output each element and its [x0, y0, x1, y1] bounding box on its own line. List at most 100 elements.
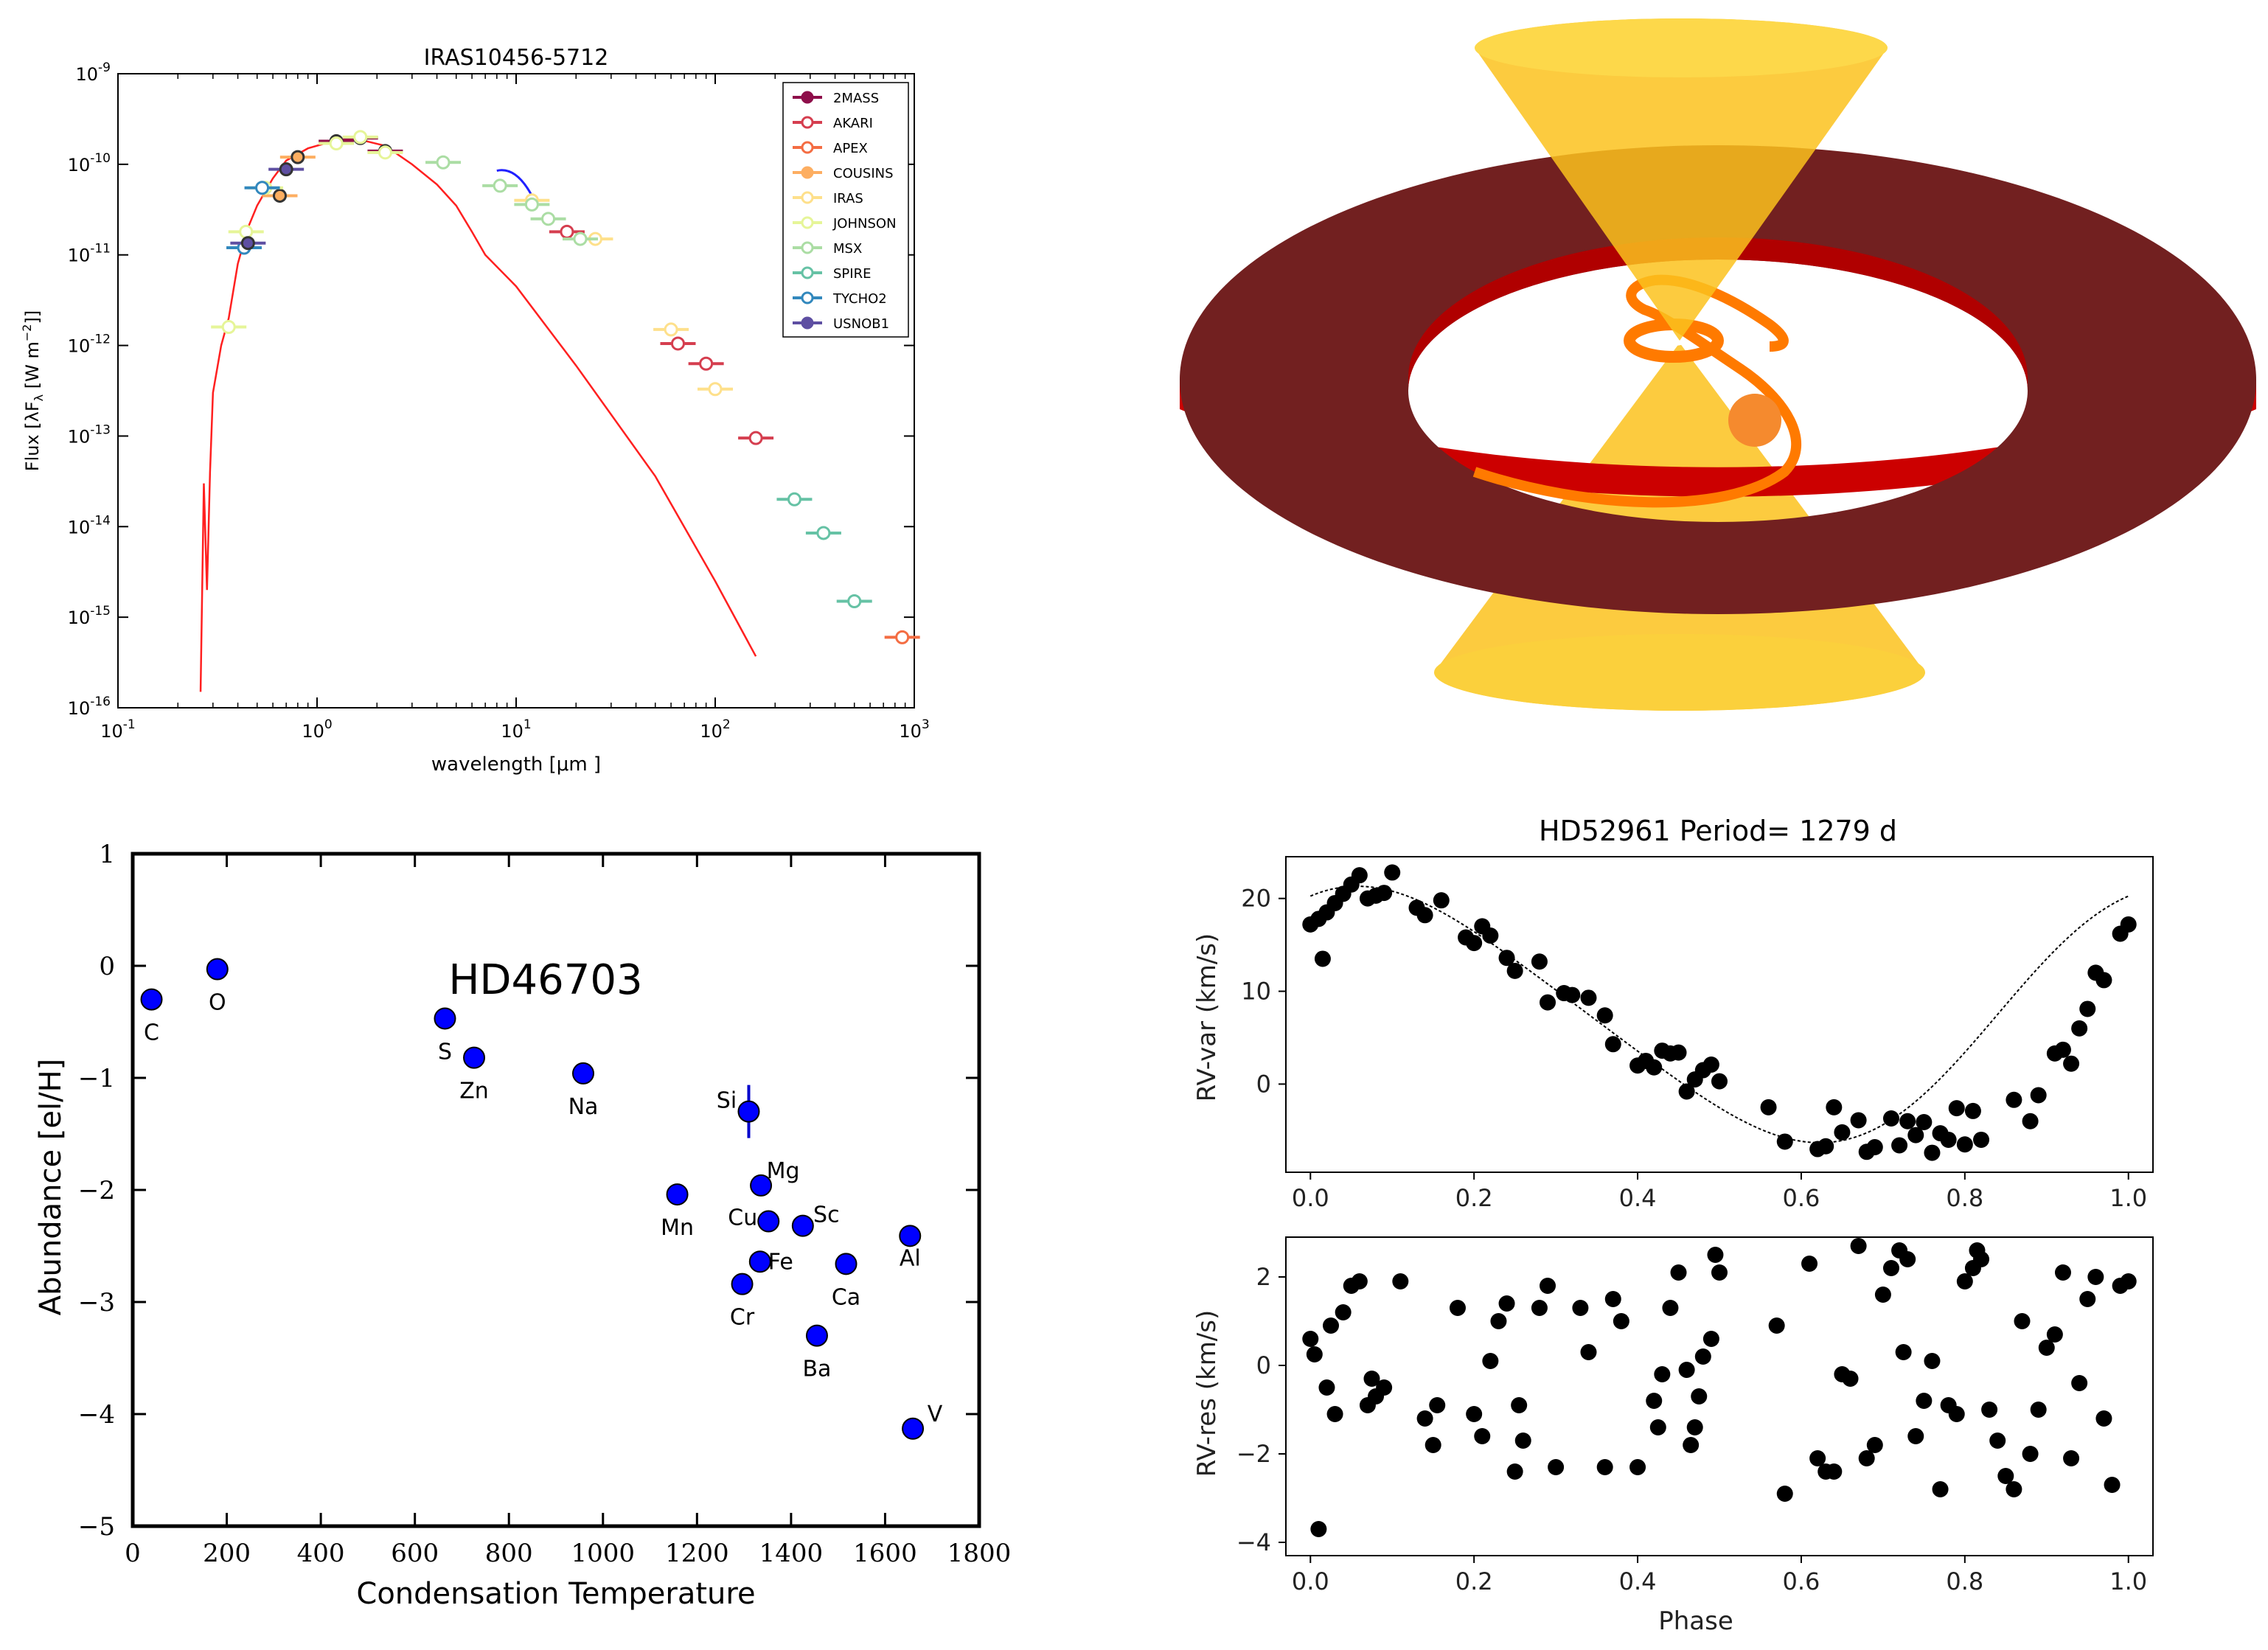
- sed-legend-label: 2MASS: [833, 91, 879, 106]
- abund-xtick-label: 1400: [759, 1539, 824, 1568]
- rv-bottom-point: [1707, 1247, 1724, 1263]
- rv-top-point: [1973, 1131, 1990, 1148]
- abund-ytick-label: −3: [78, 1288, 115, 1317]
- rv-bottom-point: [1540, 1278, 1556, 1294]
- rv-bottom-point: [1310, 1521, 1327, 1537]
- sed-legend-marker: [801, 241, 814, 254]
- rv-chart: HD52961 Period= 1279 d 0.0 0.0 0.2 0.2 0.4 0.…: [1192, 815, 2154, 1636]
- rv-top-xtick-label: 0.4: [1619, 1184, 1657, 1212]
- rv-bottom-point: [1474, 1428, 1491, 1444]
- rv-bottom-point: [1858, 1450, 1875, 1466]
- sed-legend-marker: [801, 216, 814, 229]
- rv-bottom-point: [1363, 1371, 1380, 1387]
- abund-point-label: Ca: [832, 1284, 860, 1310]
- rv-bottom-point: [2095, 1410, 2112, 1427]
- rv-top-point: [1604, 1036, 1621, 1053]
- rv-bottom-ytick-label: −4: [1236, 1528, 1271, 1556]
- rv-top-xtick-label: 0.0: [1292, 1184, 1329, 1212]
- rv-top-point: [1482, 927, 1499, 944]
- abund-point: [902, 1417, 925, 1440]
- rv-top-point: [1670, 1044, 1687, 1061]
- rv-bottom-point: [1768, 1317, 1785, 1334]
- rv-bottom-point: [1997, 1468, 2014, 1484]
- sed-legend-marker: [801, 166, 814, 179]
- sed-ytick-label: 10-10: [68, 151, 111, 175]
- rv-top-point: [1817, 1138, 1834, 1155]
- rv-bottom-point: [2071, 1375, 2088, 1391]
- sed-point: [493, 178, 507, 193]
- abund-point-label: Ba: [802, 1357, 831, 1382]
- rv-top-point: [2063, 1055, 2080, 1072]
- central-star: [1660, 335, 1687, 346]
- rv-bottom-point: [2022, 1446, 2039, 1462]
- abund-xtick-label: 600: [391, 1539, 439, 1568]
- rv-top-point: [1891, 1137, 1908, 1154]
- abund-point-label: Mg: [767, 1158, 800, 1184]
- rv-top-point: [1506, 962, 1523, 979]
- abund-point: [737, 1100, 760, 1123]
- abund-xtick-label: 1000: [571, 1539, 636, 1568]
- rv-bottom-point: [1956, 1273, 1973, 1289]
- abund-ytick-label: −1: [78, 1064, 115, 1093]
- rv-top-point: [1580, 989, 1597, 1006]
- sed-point: [708, 382, 723, 397]
- rv-top-point: [1531, 953, 1548, 970]
- abund-xtick-label: 0: [125, 1539, 141, 1568]
- rv-top-ytick-label: 10: [1241, 978, 1271, 1006]
- sed-xtick-label: 101: [501, 717, 531, 742]
- rv-bottom-point: [1629, 1459, 1646, 1475]
- rv-top-point: [1866, 1139, 1883, 1156]
- rv-top-point: [1564, 986, 1581, 1003]
- sed-legend-label: AKARI: [833, 116, 873, 131]
- rv-bottom-point: [1916, 1393, 1933, 1409]
- accretion-stream: [1472, 274, 1802, 508]
- rv-top-point: [1416, 907, 1433, 924]
- rv-top-point: [1384, 864, 1401, 881]
- abund-point-label: O: [209, 990, 226, 1016]
- rv-top-ylabel: RV-var (km/s): [1192, 933, 1222, 1102]
- rv-top-ytick-label: 0: [1256, 1070, 1271, 1098]
- rv-bottom-point: [1776, 1486, 1793, 1502]
- sed-legend-label: JOHNSON: [832, 216, 897, 232]
- lower-cone-base: [1434, 634, 1925, 711]
- sed-legend-marker: [801, 266, 814, 279]
- sed-point: [240, 236, 255, 251]
- abund-xtick-label: 1800: [947, 1539, 1012, 1568]
- disk-jet-diagram: [1180, 18, 2256, 711]
- abund-ytick-label: −5: [78, 1512, 115, 1542]
- rv-bottom-point: [1306, 1346, 1323, 1362]
- rv-bottom-point: [1604, 1291, 1621, 1307]
- rv-bottom-point: [1429, 1397, 1446, 1413]
- rv-top-point: [1916, 1114, 1933, 1131]
- rv-bottom-point: [1948, 1406, 1965, 1422]
- rv-top-point: [1596, 1007, 1613, 1024]
- rv-bottom-point: [1924, 1353, 1941, 1369]
- rv-bottom-point: [2046, 1326, 2063, 1343]
- rv-bottom-point: [1850, 1238, 1867, 1254]
- rv-bottom-point: [2087, 1269, 2104, 1285]
- abund-point-label: S: [438, 1039, 452, 1065]
- disk-inner-wall: [1408, 237, 2028, 391]
- rv-bottom-point: [1694, 1348, 1711, 1365]
- rv-top-point: [2095, 972, 2112, 989]
- sed-model-curve: [199, 138, 757, 692]
- rv-top-xtick-label: 0.2: [1455, 1184, 1493, 1212]
- abund-point: [463, 1046, 486, 1069]
- rv-bottom-point: [1318, 1379, 1335, 1396]
- sed-point: [895, 630, 910, 644]
- sed-chart: IRAS10456-5712 10-1 100 101 102 103 10-16 10-…: [20, 45, 930, 776]
- rv-top-point: [1711, 1073, 1728, 1090]
- sed-point: [291, 150, 305, 164]
- rv-bottom-point: [1351, 1273, 1368, 1289]
- abund-point: [750, 1174, 773, 1197]
- rv-bottom-point: [1646, 1393, 1663, 1409]
- rv-top-point: [1466, 935, 1483, 952]
- abund-point: [757, 1210, 780, 1233]
- sed-xtick-label: 102: [700, 717, 730, 742]
- rv-top-point: [1540, 994, 1556, 1011]
- rv-bottom-point: [1326, 1406, 1343, 1422]
- abund-point: [748, 1250, 771, 1273]
- rv-bottom-frame: [1285, 1236, 2154, 1556]
- rv-bottom-point: [1580, 1344, 1597, 1360]
